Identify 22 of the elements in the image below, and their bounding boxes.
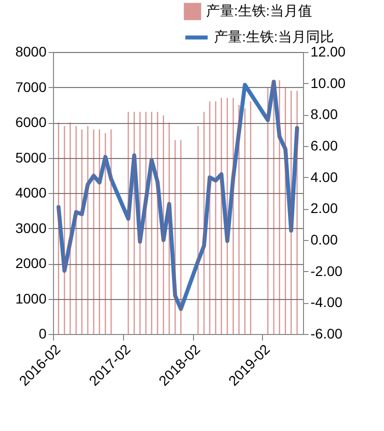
y2-tick-label: 10.00	[310, 74, 346, 91]
y2-tick-label: -2.00	[310, 262, 343, 279]
y2-tick-label: 2.00	[310, 200, 338, 216]
y-tick-label: 6000	[15, 114, 47, 130]
y2-tick-label: 12.00	[310, 44, 346, 60]
line-series	[56, 80, 300, 311]
y2-tick-label: 4.00	[310, 168, 338, 185]
y2-tick-label: -6.00	[310, 326, 343, 342]
legend-label: 产量:生铁:当月同比	[214, 28, 334, 44]
y-tick-label: 2000	[15, 255, 47, 271]
y-tick-label: 0	[38, 326, 47, 342]
y-tick-label: 4000	[15, 184, 47, 200]
y-tick-label: 7000	[15, 78, 47, 95]
y-tick-label: 3000	[15, 220, 47, 236]
y2-tick-label: 8.00	[310, 106, 338, 122]
legend-label: 产量:生铁:当月值	[206, 2, 312, 18]
y-tick-label: 8000	[15, 44, 47, 60]
y-tick-label: 1000	[15, 290, 47, 306]
y2-tick-label: 6.00	[310, 138, 338, 154]
y2-tick-label: 0.00	[310, 232, 338, 248]
y2-tick-label: -4.00	[310, 294, 343, 310]
y-tick-label: 5000	[15, 149, 47, 166]
